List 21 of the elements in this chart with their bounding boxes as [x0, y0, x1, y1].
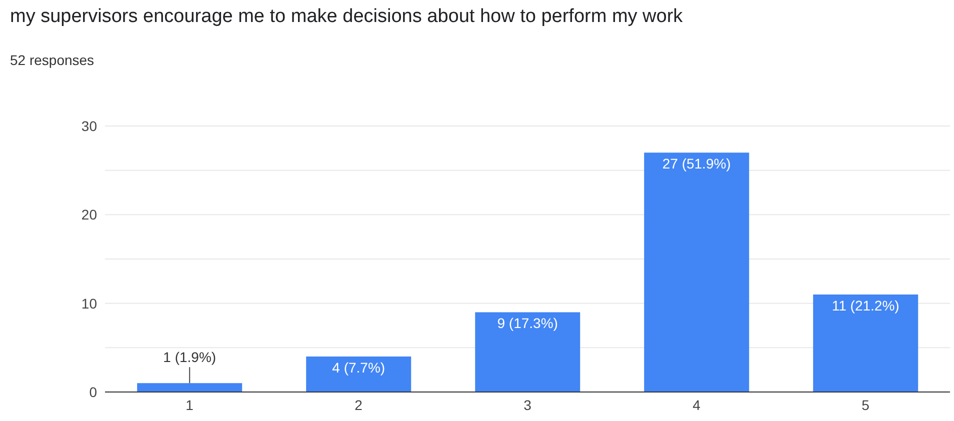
y-tick-label: 0: [89, 384, 98, 400]
data-label: 4 (7.7%): [332, 360, 386, 376]
y-tick-label: 10: [81, 295, 98, 312]
x-tick-label: 2: [354, 396, 363, 413]
bar: [813, 294, 918, 392]
y-tick-label: 20: [81, 206, 98, 223]
data-label: 9 (17.3%): [497, 315, 558, 332]
data-label: 27 (51.9%): [662, 156, 731, 172]
x-tick-label: 1: [186, 396, 194, 413]
x-tick-label: 4: [692, 396, 701, 413]
bar: [137, 383, 242, 392]
data-label: 11 (21.2%): [832, 297, 900, 314]
x-tick-label: 5: [862, 396, 870, 413]
bar: [475, 312, 580, 392]
bar: [644, 152, 750, 392]
data-label: 1 (1.9%): [163, 349, 216, 366]
chart-subtitle: 52 responses: [10, 52, 94, 68]
chart-title: my supervisors encourage me to make decisions about how to perform my work: [10, 6, 683, 28]
x-tick-label: 3: [524, 396, 532, 413]
y-tick-label: 30: [81, 118, 98, 134]
bar: [306, 356, 412, 392]
